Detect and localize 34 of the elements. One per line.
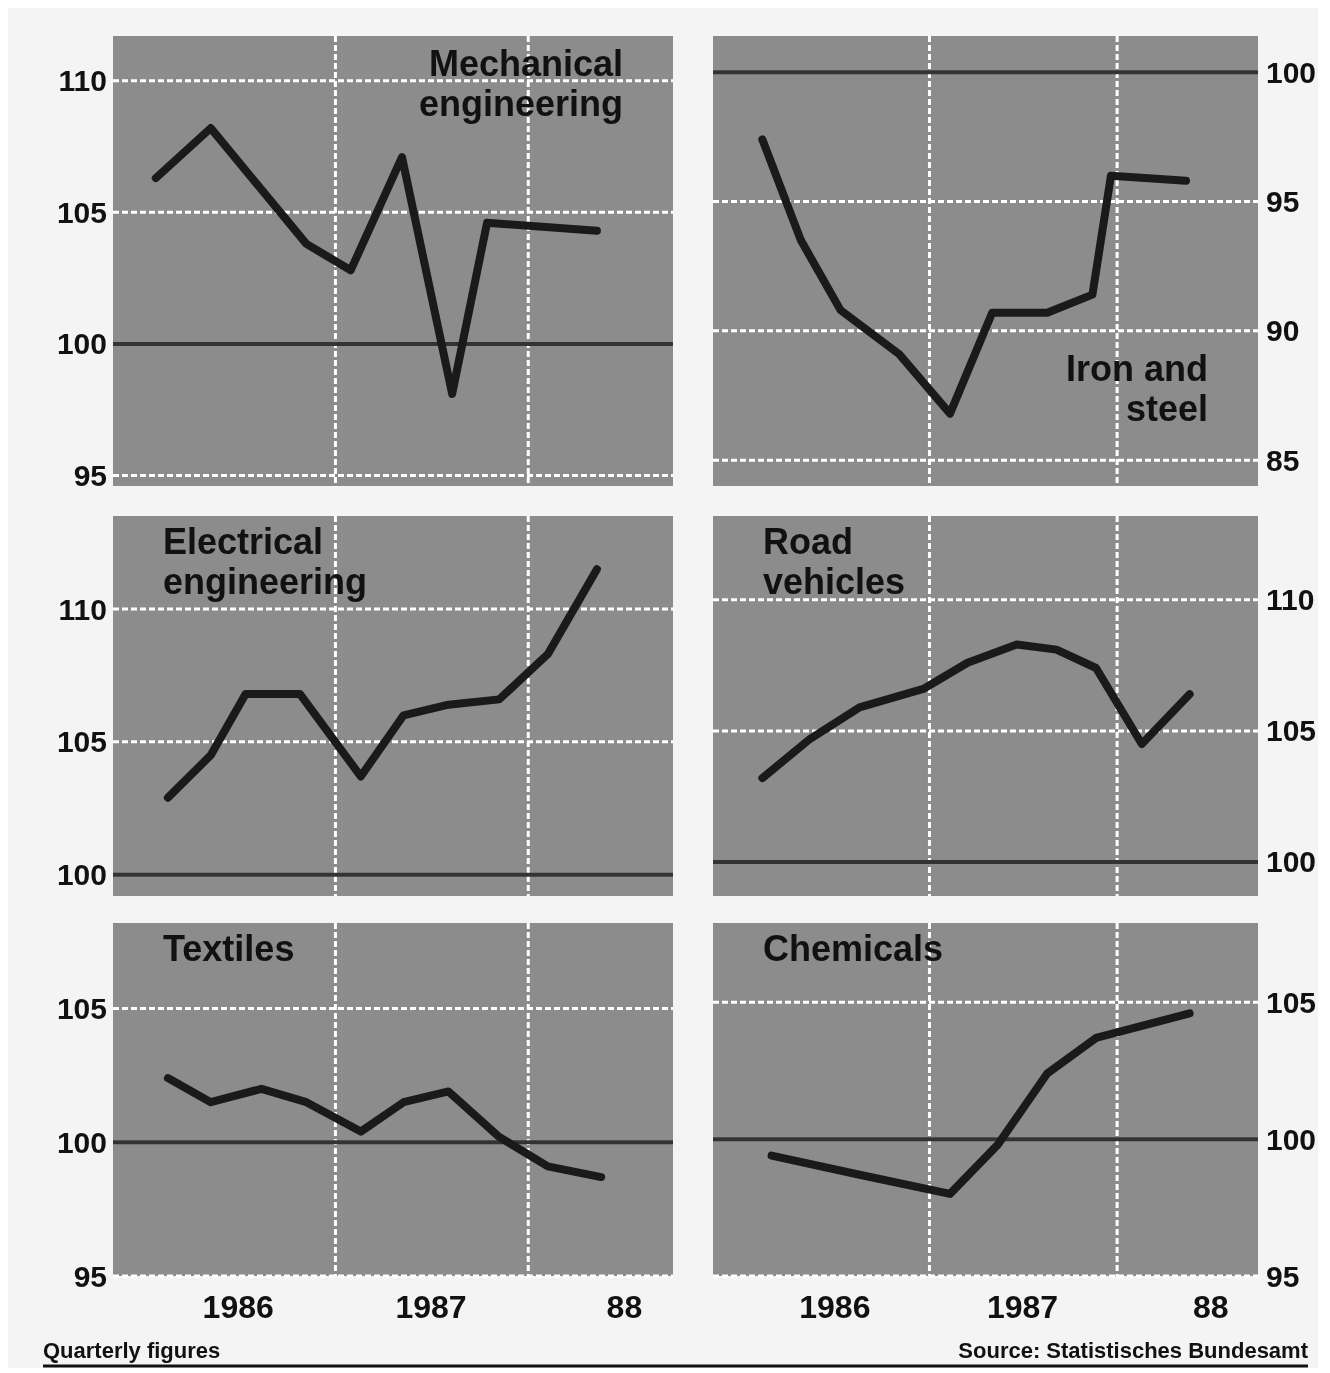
source-note: Source: Statistisches Bundesamt [958,1338,1309,1363]
y-tick-label: 105 [1266,985,1317,1019]
y-tick-label: 100 [1266,845,1317,879]
x-tick-label: 88 [606,1289,643,1325]
x-tick-label: 1987 [395,1289,467,1325]
text: Quarterly figures [43,1338,221,1363]
y-tick-label: 90 [1266,314,1300,348]
x-tick-label: 1986 [799,1289,871,1325]
y-tick-label: 95 [1266,185,1300,219]
chart-title: Textiles [163,928,295,969]
y-tick-label: 105 [56,992,107,1026]
text: Road vehicles [763,521,906,602]
y-tick-label: 105 [56,195,107,229]
y-tick-label: 100 [56,858,107,892]
y-tick-label: 110 [58,592,107,626]
y-tick-label: 100 [56,1125,107,1159]
y-tick-label: 110 [58,64,107,98]
y-tick-label: 105 [56,725,107,759]
y-tick-label: 85 [1266,443,1300,477]
y-tick-label: 95 [1266,1259,1300,1293]
text: Electrical engineering [163,521,368,602]
x-tick-label: 1986 [202,1289,274,1325]
x-tick-label: 88 [1192,1289,1229,1325]
text: Iron and steel [1066,348,1208,429]
text: Mechanical engineering [418,43,623,124]
y-tick-label: 100 [1266,1122,1317,1156]
y-tick-label: 95 [73,1259,107,1293]
y-tick-label: 105 [1266,714,1317,748]
chart-title: Chemicals [763,928,944,969]
x-tick-label: 1987 [986,1289,1059,1325]
y-tick-label: 100 [1266,55,1317,89]
y-tick-label: 110 [1266,583,1315,617]
y-tick-label: 100 [56,327,107,361]
y-tick-label: 95 [73,458,107,492]
